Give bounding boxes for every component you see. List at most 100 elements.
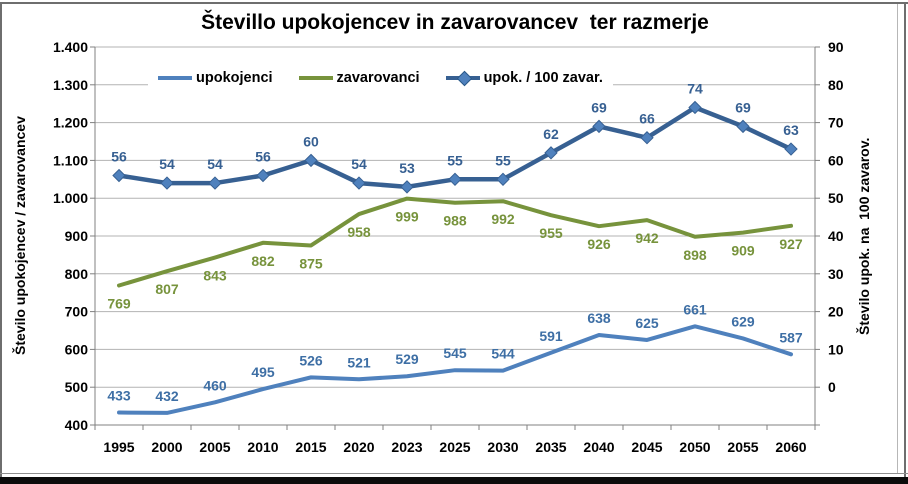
right-axis-tick-label: 50: [828, 190, 844, 206]
bottom-black-bar: [0, 477, 908, 484]
right-axis-tick-label: 30: [828, 266, 844, 282]
left-axis-title: Število upokojencev / zavarovancev: [12, 116, 28, 356]
right-axis-tick-label: 0: [828, 379, 836, 395]
diamond-marker: [256, 168, 270, 183]
right-axis-title: Število upok. na 100 zavarov.: [856, 137, 872, 335]
data-label-upok-100-zavar: 62: [543, 126, 559, 142]
data-label-upokojenci: 526: [299, 352, 323, 368]
data-label-upokojenci: 545: [443, 345, 467, 361]
x-axis-label: 2040: [583, 439, 614, 455]
data-label-upok-100-zavar: 54: [351, 156, 367, 172]
x-axis-label: 2045: [631, 439, 662, 455]
data-label-upok-100-zavar: 56: [255, 149, 271, 165]
diamond-marker: [400, 180, 414, 194]
data-label-upokojenci: 495: [251, 364, 275, 380]
x-axis-label: 1995: [103, 439, 134, 455]
data-label-upok-100-zavar: 69: [591, 99, 607, 115]
series-line-zavarovanci: [117, 196, 793, 288]
left-axis-tick-label: 1.200: [53, 115, 88, 131]
data-label-upokojenci: 661: [683, 301, 707, 317]
data-label-zavarovanci: 807: [155, 281, 179, 297]
diamond-marker: [640, 131, 654, 145]
data-label-upok-100-zavar: 60: [303, 133, 319, 149]
data-label-upokojenci: 591: [539, 328, 563, 344]
right-axis-tick-label: 70: [828, 115, 844, 131]
x-axis-label: 2000: [151, 439, 182, 455]
data-label-upok-100-zavar: 53: [399, 160, 415, 176]
diamond-marker: [736, 119, 750, 134]
right-axis-tick-label: 60: [828, 152, 844, 168]
data-label-upokojenci: 587: [779, 329, 803, 345]
data-label-zavarovanci: 926: [587, 236, 611, 252]
data-label-upok-100-zavar: 55: [495, 152, 511, 168]
data-label-upokojenci: 625: [635, 315, 659, 331]
x-axis-label: 2005: [199, 439, 230, 455]
data-label-zavarovanci: 769: [107, 296, 131, 312]
frame-border-left: [0, 2, 2, 484]
chart-object-border-right: [897, 4, 898, 473]
x-axis-label: 2035: [535, 439, 566, 455]
diamond-marker: [160, 176, 174, 190]
left-axis-tick-label: 800: [65, 266, 89, 282]
left-axis-tick-label: 1.100: [53, 152, 88, 168]
data-label-upokojenci: 638: [587, 310, 611, 326]
series-line-upokojenci: [117, 324, 793, 415]
legend-label-zavarovanci: zavarovanci: [336, 70, 420, 86]
diamond-marker: [448, 172, 462, 187]
diamond-marker: [112, 168, 126, 183]
frame-border-top: [0, 2, 908, 4]
zavarovanci-line-swatch: [298, 76, 333, 80]
diamond-marker: [544, 146, 558, 160]
ratio-line-diamond-swatch: [445, 70, 480, 87]
diamond-marker: [688, 100, 702, 115]
data-label-upokojenci: 629: [731, 313, 755, 329]
left-axis-tick-label: 600: [65, 341, 89, 357]
data-label-upok-100-zavar: 55: [447, 152, 463, 168]
left-axis-tick-label: 900: [65, 228, 89, 244]
diamond-marker: [208, 176, 222, 190]
right-axis-tick-label: 20: [828, 304, 844, 320]
legend-item-zavarovanci: zavarovanci: [298, 70, 420, 86]
data-label-upok-100-zavar: 54: [207, 156, 223, 172]
data-label-zavarovanci: 909: [731, 243, 755, 259]
data-label-zavarovanci: 942: [635, 230, 659, 246]
data-label-upokojenci: 529: [395, 351, 419, 367]
data-label-zavarovanci: 958: [347, 224, 371, 240]
diamond-marker: [304, 153, 318, 168]
data-label-upok-100-zavar: 69: [735, 99, 751, 115]
right-axis-tick-label: 10: [828, 341, 844, 357]
x-axis-label: 2030: [487, 439, 518, 455]
data-label-zavarovanci: 898: [683, 247, 707, 263]
data-label-upokojenci: 544: [491, 346, 515, 362]
diamond-marker: [592, 119, 606, 134]
chart-title: Števillo upokojencev in zavarovancev ter…: [201, 11, 709, 34]
left-axis-tick-label: 1.300: [53, 77, 88, 93]
diamond-marker: [496, 172, 510, 187]
data-label-zavarovanci: 882: [251, 253, 275, 269]
legend: upokojenci zavarovanci upok. / 100 zavar…: [148, 67, 613, 89]
data-label-zavarovanci: 999: [395, 209, 419, 225]
left-axis-tick-label: 1.400: [53, 39, 88, 55]
data-label-upokojenci: 432: [155, 388, 179, 404]
data-label-upokojenci: 521: [347, 354, 371, 370]
data-label-upokojenci: 460: [203, 377, 227, 393]
data-label-zavarovanci: 927: [779, 236, 803, 252]
left-axis-tick-label: 700: [65, 304, 89, 320]
x-axis-label: 2023: [391, 439, 422, 455]
x-axis-label: 2010: [247, 439, 278, 455]
data-label-upok-100-zavar: 66: [639, 111, 655, 127]
left-axis-tick-label: 400: [65, 417, 89, 433]
diamond-marker-icon: [456, 70, 472, 87]
x-axis-label: 2015: [295, 439, 326, 455]
upokojenci-line-swatch: [158, 76, 192, 80]
x-axis-label: 2050: [679, 439, 710, 455]
data-label-zavarovanci: 988: [443, 213, 467, 229]
data-label-zavarovanci: 843: [203, 268, 227, 284]
x-axis-label: 2020: [343, 439, 374, 455]
right-axis-tick-label: 90: [828, 39, 844, 55]
data-label-upok-100-zavar: 56: [111, 149, 127, 165]
data-label-zavarovanci: 992: [491, 211, 515, 227]
data-label-upokojenci: 433: [107, 388, 131, 404]
